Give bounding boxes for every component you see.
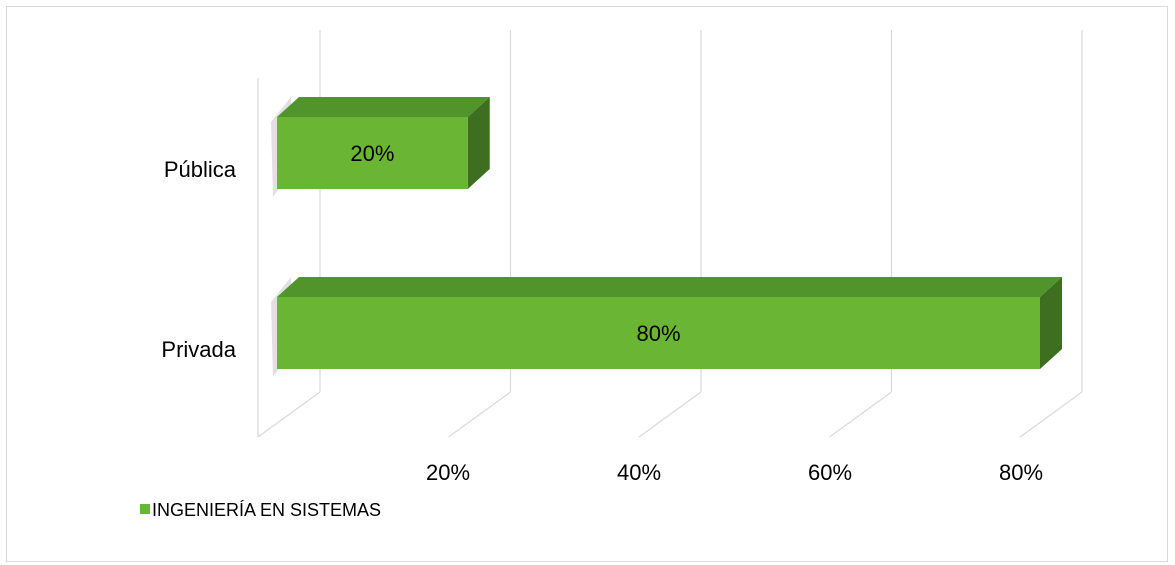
floor-line-0 [257,391,321,438]
floor-line-80 [1019,391,1083,438]
bar-side-face [467,97,490,189]
legend-swatch [140,504,150,514]
x-tick-label: 20% [426,460,470,485]
legend-label: INGENIERÍA EN SISTEMAS [152,500,381,520]
floor-line-60 [829,391,892,438]
data-label: 20% [350,141,394,166]
floor-line-40 [638,391,702,438]
labels-layer: 20% Pública 80% Privada 20% 40% 60% 80% [161,141,1043,485]
grid-layer [257,30,1083,438]
category-label: Privada [161,337,236,362]
bar-side-face [1040,277,1062,369]
bars-layer [271,97,1062,377]
x-tick-label: 40% [617,460,661,485]
legend: INGENIERÍA EN SISTEMAS [140,500,381,520]
bar-privada [277,297,1040,369]
x-tick-label: 60% [808,460,852,485]
category-label: Pública [164,157,237,182]
bar-pública [277,117,468,189]
floor-line-20 [448,391,511,438]
bar-top-face [277,97,490,117]
x-tick-label: 80% [999,460,1043,485]
bar-top-face [277,277,1062,297]
data-label: 80% [636,321,680,346]
